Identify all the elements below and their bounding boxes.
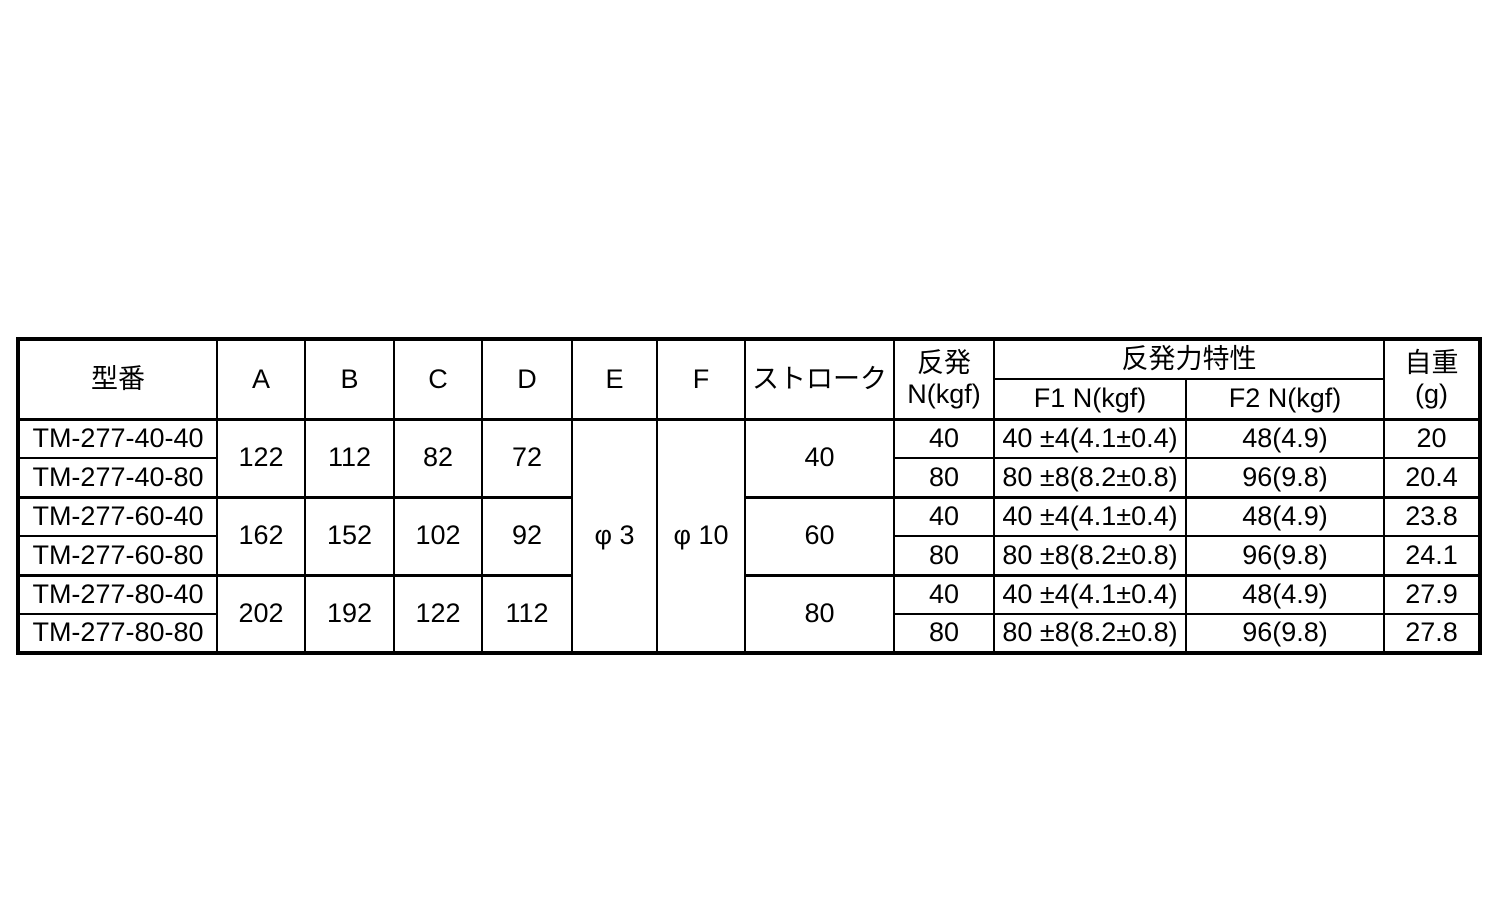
table-header: 型番 A B C D E F ストローク 反発 N(kgf) 反発力特性 自重 bbox=[17, 338, 1481, 420]
cell-rebound: 80 bbox=[893, 613, 995, 654]
cell-weight: 24.1 bbox=[1383, 535, 1481, 576]
spec-table: 型番 A B C D E F ストローク 反発 N(kgf) 反発力特性 自重 bbox=[16, 337, 1482, 655]
cell-d: 92 bbox=[481, 495, 573, 576]
cell-stroke: 40 bbox=[744, 417, 895, 498]
cell-weight: 20 bbox=[1383, 417, 1481, 459]
cell-f1: 40 ±4(4.1±0.4) bbox=[993, 573, 1187, 615]
table-row: TM-277-80-40 202 192 122 112 80 40 40 ±4… bbox=[17, 573, 1481, 654]
cell-f2: 96(9.8) bbox=[1185, 457, 1385, 498]
cell-stroke: 60 bbox=[744, 495, 895, 576]
header-weight: 自重 (g) bbox=[1383, 338, 1481, 420]
cell-model: TM-277-40-40 bbox=[17, 417, 218, 459]
spec-table-container: 型番 A B C D E F ストローク 反発 N(kgf) 反発力特性 自重 bbox=[16, 337, 1482, 655]
header-model: 型番 bbox=[17, 338, 218, 420]
cell-a: 162 bbox=[216, 495, 306, 576]
header-rebound-force: 反発力特性 bbox=[993, 338, 1385, 380]
cell-e: φ 3 bbox=[571, 417, 658, 654]
table-row: TM-277-60-80 80 80 ±8(8.2±0.8) 96(9.8) 2… bbox=[17, 535, 1481, 576]
cell-f2: 96(9.8) bbox=[1185, 535, 1385, 576]
cell-stroke: 80 bbox=[744, 573, 895, 654]
header-f2: F2 N(kgf) bbox=[1185, 378, 1385, 420]
cell-rebound: 80 bbox=[893, 457, 995, 498]
cell-model: TM-277-40-80 bbox=[17, 457, 218, 498]
table-row: TM-277-60-40 162 152 102 92 60 40 40 ±4(… bbox=[17, 495, 1481, 576]
cell-d: 112 bbox=[481, 573, 573, 654]
cell-model: TM-277-80-40 bbox=[17, 573, 218, 615]
cell-f1: 80 ±8(8.2±0.8) bbox=[993, 535, 1187, 576]
table-body: TM-277-40-40 122 112 82 72 φ 3 φ 10 40 4… bbox=[17, 417, 1481, 654]
cell-c: 122 bbox=[393, 573, 483, 654]
header-weight-line2: (g) bbox=[1415, 379, 1448, 410]
cell-d: 72 bbox=[481, 417, 573, 498]
cell-f1: 40 ±4(4.1±0.4) bbox=[993, 495, 1187, 537]
cell-model: TM-277-60-40 bbox=[17, 495, 218, 537]
cell-weight: 27.9 bbox=[1383, 573, 1481, 615]
cell-b: 192 bbox=[304, 573, 395, 654]
cell-rebound: 40 bbox=[893, 495, 995, 537]
cell-f2: 96(9.8) bbox=[1185, 613, 1385, 654]
header-c: C bbox=[393, 338, 483, 420]
header-weight-line1: 自重 bbox=[1404, 348, 1459, 379]
cell-f: φ 10 bbox=[656, 417, 746, 654]
header-f1: F1 N(kgf) bbox=[993, 378, 1187, 420]
cell-rebound: 40 bbox=[893, 417, 995, 459]
cell-c: 82 bbox=[393, 417, 483, 498]
header-d: D bbox=[481, 338, 573, 420]
table-row: TM-277-40-80 80 80 ±8(8.2±0.8) 96(9.8) 2… bbox=[17, 457, 1481, 498]
cell-f2: 48(4.9) bbox=[1185, 573, 1385, 615]
header-f: F bbox=[656, 338, 746, 420]
cell-b: 112 bbox=[304, 417, 395, 498]
table-row: TM-277-80-80 80 80 ±8(8.2±0.8) 96(9.8) 2… bbox=[17, 613, 1481, 654]
header-rebound: 反発 N(kgf) bbox=[893, 338, 995, 420]
cell-rebound: 80 bbox=[893, 535, 995, 576]
header-a: A bbox=[216, 338, 306, 420]
cell-f1: 40 ±4(4.1±0.4) bbox=[993, 417, 1187, 459]
cell-a: 122 bbox=[216, 417, 306, 498]
cell-rebound: 40 bbox=[893, 573, 995, 615]
cell-c: 102 bbox=[393, 495, 483, 576]
cell-model: TM-277-80-80 bbox=[17, 613, 218, 654]
cell-f1: 80 ±8(8.2±0.8) bbox=[993, 457, 1187, 498]
header-e: E bbox=[571, 338, 658, 420]
table-row: TM-277-40-40 122 112 82 72 φ 3 φ 10 40 4… bbox=[17, 417, 1481, 654]
cell-b: 152 bbox=[304, 495, 395, 576]
cell-weight: 20.4 bbox=[1383, 457, 1481, 498]
header-b: B bbox=[304, 338, 395, 420]
cell-weight: 23.8 bbox=[1383, 495, 1481, 537]
cell-weight: 27.8 bbox=[1383, 613, 1481, 654]
cell-a: 202 bbox=[216, 573, 306, 654]
cell-f2: 48(4.9) bbox=[1185, 417, 1385, 459]
header-rebound-line2: N(kgf) bbox=[907, 379, 981, 410]
header-stroke: ストローク bbox=[744, 338, 895, 420]
header-rebound-line1: 反発 bbox=[917, 348, 971, 379]
cell-f2: 48(4.9) bbox=[1185, 495, 1385, 537]
cell-f1: 80 ±8(8.2±0.8) bbox=[993, 613, 1187, 654]
cell-model: TM-277-60-80 bbox=[17, 535, 218, 576]
